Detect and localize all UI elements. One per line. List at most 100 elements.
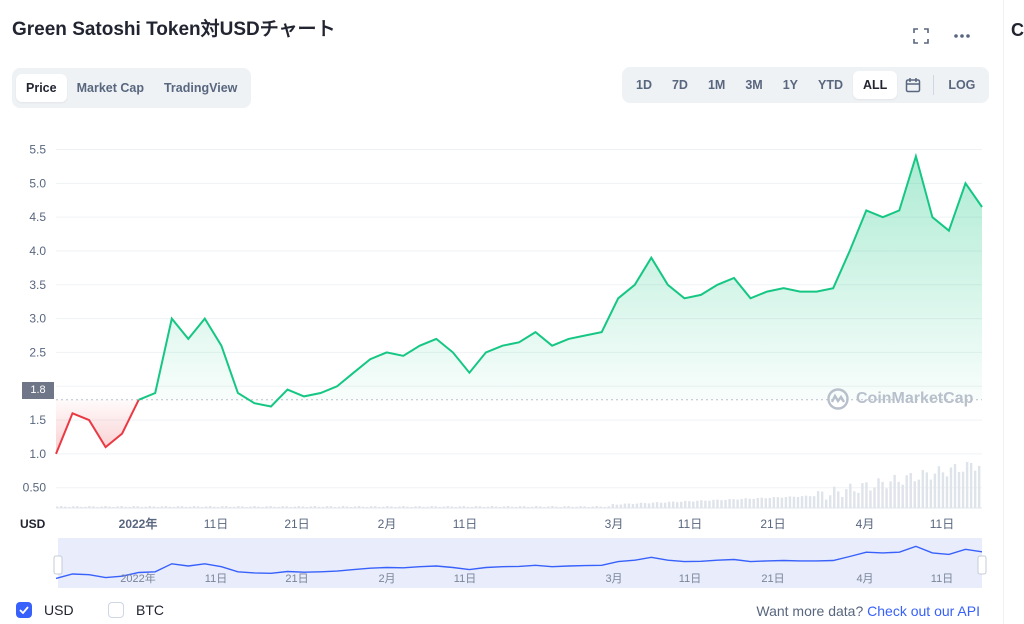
volume-bar	[527, 506, 530, 508]
volume-bar	[92, 506, 95, 508]
volume-bar	[547, 506, 550, 508]
volume-bar	[961, 471, 965, 508]
volume-bar	[949, 467, 953, 508]
panel-divider	[1003, 0, 1004, 624]
volume-bar	[168, 506, 172, 508]
volume-bar	[567, 506, 570, 508]
volume-bar	[845, 489, 848, 508]
volume-bar	[587, 506, 590, 508]
volume-bar	[555, 506, 558, 508]
price-area	[56, 156, 982, 454]
volume-bar	[901, 484, 904, 508]
y-tick-label: 4.0	[29, 244, 46, 258]
volume-bar	[700, 500, 703, 508]
volume-bar	[160, 506, 164, 508]
volume-bar	[462, 506, 466, 508]
volume-bar	[977, 465, 981, 508]
y-tick-label: 0.50	[23, 481, 47, 495]
volume-bar	[591, 506, 594, 508]
volume-bar	[382, 506, 385, 508]
range-all[interactable]: ALL	[853, 71, 898, 99]
volume-bar	[454, 506, 457, 508]
usd-toggle[interactable]: USD	[16, 602, 74, 618]
volume-bar	[917, 479, 920, 508]
volume-bar	[221, 506, 224, 508]
volume-bar	[414, 506, 417, 508]
volume-bar	[184, 506, 188, 508]
range-1y[interactable]: 1Y	[782, 78, 799, 92]
volume-bar	[551, 506, 554, 508]
volume-bar	[953, 463, 957, 508]
volume-bar	[849, 483, 852, 508]
volume-bar	[502, 506, 506, 508]
range-3m[interactable]: 3M	[745, 78, 763, 92]
volume-bar	[285, 506, 288, 508]
volume-bar	[559, 506, 562, 508]
volume-bar	[680, 501, 683, 508]
y-axis-labels: 5.55.04.54.03.53.02.52.01.51.00.50	[23, 143, 47, 495]
log-scale-toggle[interactable]: LOG	[948, 78, 976, 92]
coinmarketcap-watermark: CoinMarketCap	[826, 387, 973, 411]
navigator-tick-label: 11日	[931, 573, 953, 585]
price-line-up	[138, 152, 983, 408]
calendar-icon[interactable]	[897, 71, 929, 99]
volume-bar	[458, 506, 462, 508]
volume-bar	[273, 506, 276, 508]
volume-bar	[643, 503, 647, 508]
chart-type-tabs: Price Market Cap TradingView	[12, 68, 252, 108]
x-tick-label: 11日	[678, 517, 702, 531]
range-ytd[interactable]: YTD	[818, 78, 844, 92]
tab-tradingview[interactable]: TradingView	[163, 81, 238, 95]
volume-bar	[575, 506, 578, 508]
volume-bar	[305, 506, 309, 508]
btc-toggle[interactable]: BTC	[108, 602, 164, 618]
volume-bar	[317, 506, 321, 508]
navigator-window[interactable]	[58, 538, 982, 588]
more-options-icon[interactable]	[950, 24, 974, 48]
btc-label: BTC	[136, 602, 164, 618]
api-promo: Want more data? Check out our API	[756, 603, 980, 619]
price-chart[interactable]: 5.55.04.54.03.53.02.52.01.51.00.50 2022年…	[0, 120, 1000, 540]
volume-bar	[639, 502, 643, 508]
volume-bar	[688, 501, 691, 508]
chart-title: Green Satoshi Token対USDチャート	[12, 19, 336, 40]
navigator-right-handle[interactable]	[977, 555, 987, 575]
volume-bar	[56, 506, 59, 508]
volume-bar	[667, 501, 671, 508]
volume-bar	[837, 491, 840, 508]
volume-bar	[144, 506, 147, 508]
volume-bar	[402, 506, 405, 508]
watermark-text: CoinMarketCap	[856, 390, 974, 407]
volume-bar	[965, 461, 969, 508]
tab-market-cap[interactable]: Market Cap	[76, 81, 144, 95]
volume-bar	[539, 506, 542, 508]
btc-checkbox[interactable]	[108, 602, 124, 618]
volume-bar	[486, 506, 490, 508]
volume-bar	[370, 506, 373, 508]
volume-bar	[104, 506, 107, 508]
volume-bar	[329, 506, 333, 508]
volume-bar	[740, 498, 743, 508]
range-7d[interactable]: 7D	[671, 78, 688, 92]
range-navigator[interactable]: 2022年 11日 21日 2月 11日 3月 11日 21日 4月 11日	[0, 536, 1000, 591]
usd-checkbox[interactable]	[16, 602, 32, 618]
api-link[interactable]: Check out our API	[867, 603, 980, 619]
navigator-tick-label: 21日	[761, 573, 784, 585]
fullscreen-icon[interactable]	[909, 24, 933, 48]
usd-label: USD	[44, 602, 74, 618]
tab-price[interactable]: Price	[16, 74, 67, 102]
volume-bar	[180, 506, 184, 508]
volume-bar	[249, 506, 252, 508]
volume-bar	[873, 487, 876, 508]
range-1m[interactable]: 1M	[707, 78, 726, 92]
volume-bar	[945, 476, 949, 508]
range-divider	[933, 75, 935, 95]
volume-bar	[136, 506, 139, 508]
volume-bar	[196, 506, 200, 508]
x-tick-label: 11日	[204, 517, 228, 531]
volume-bar	[651, 502, 655, 508]
x-tick-label: 11日	[453, 517, 477, 531]
range-1d[interactable]: 1D	[636, 78, 652, 92]
volume-bar	[349, 507, 353, 508]
navigator-left-handle[interactable]	[53, 555, 63, 575]
